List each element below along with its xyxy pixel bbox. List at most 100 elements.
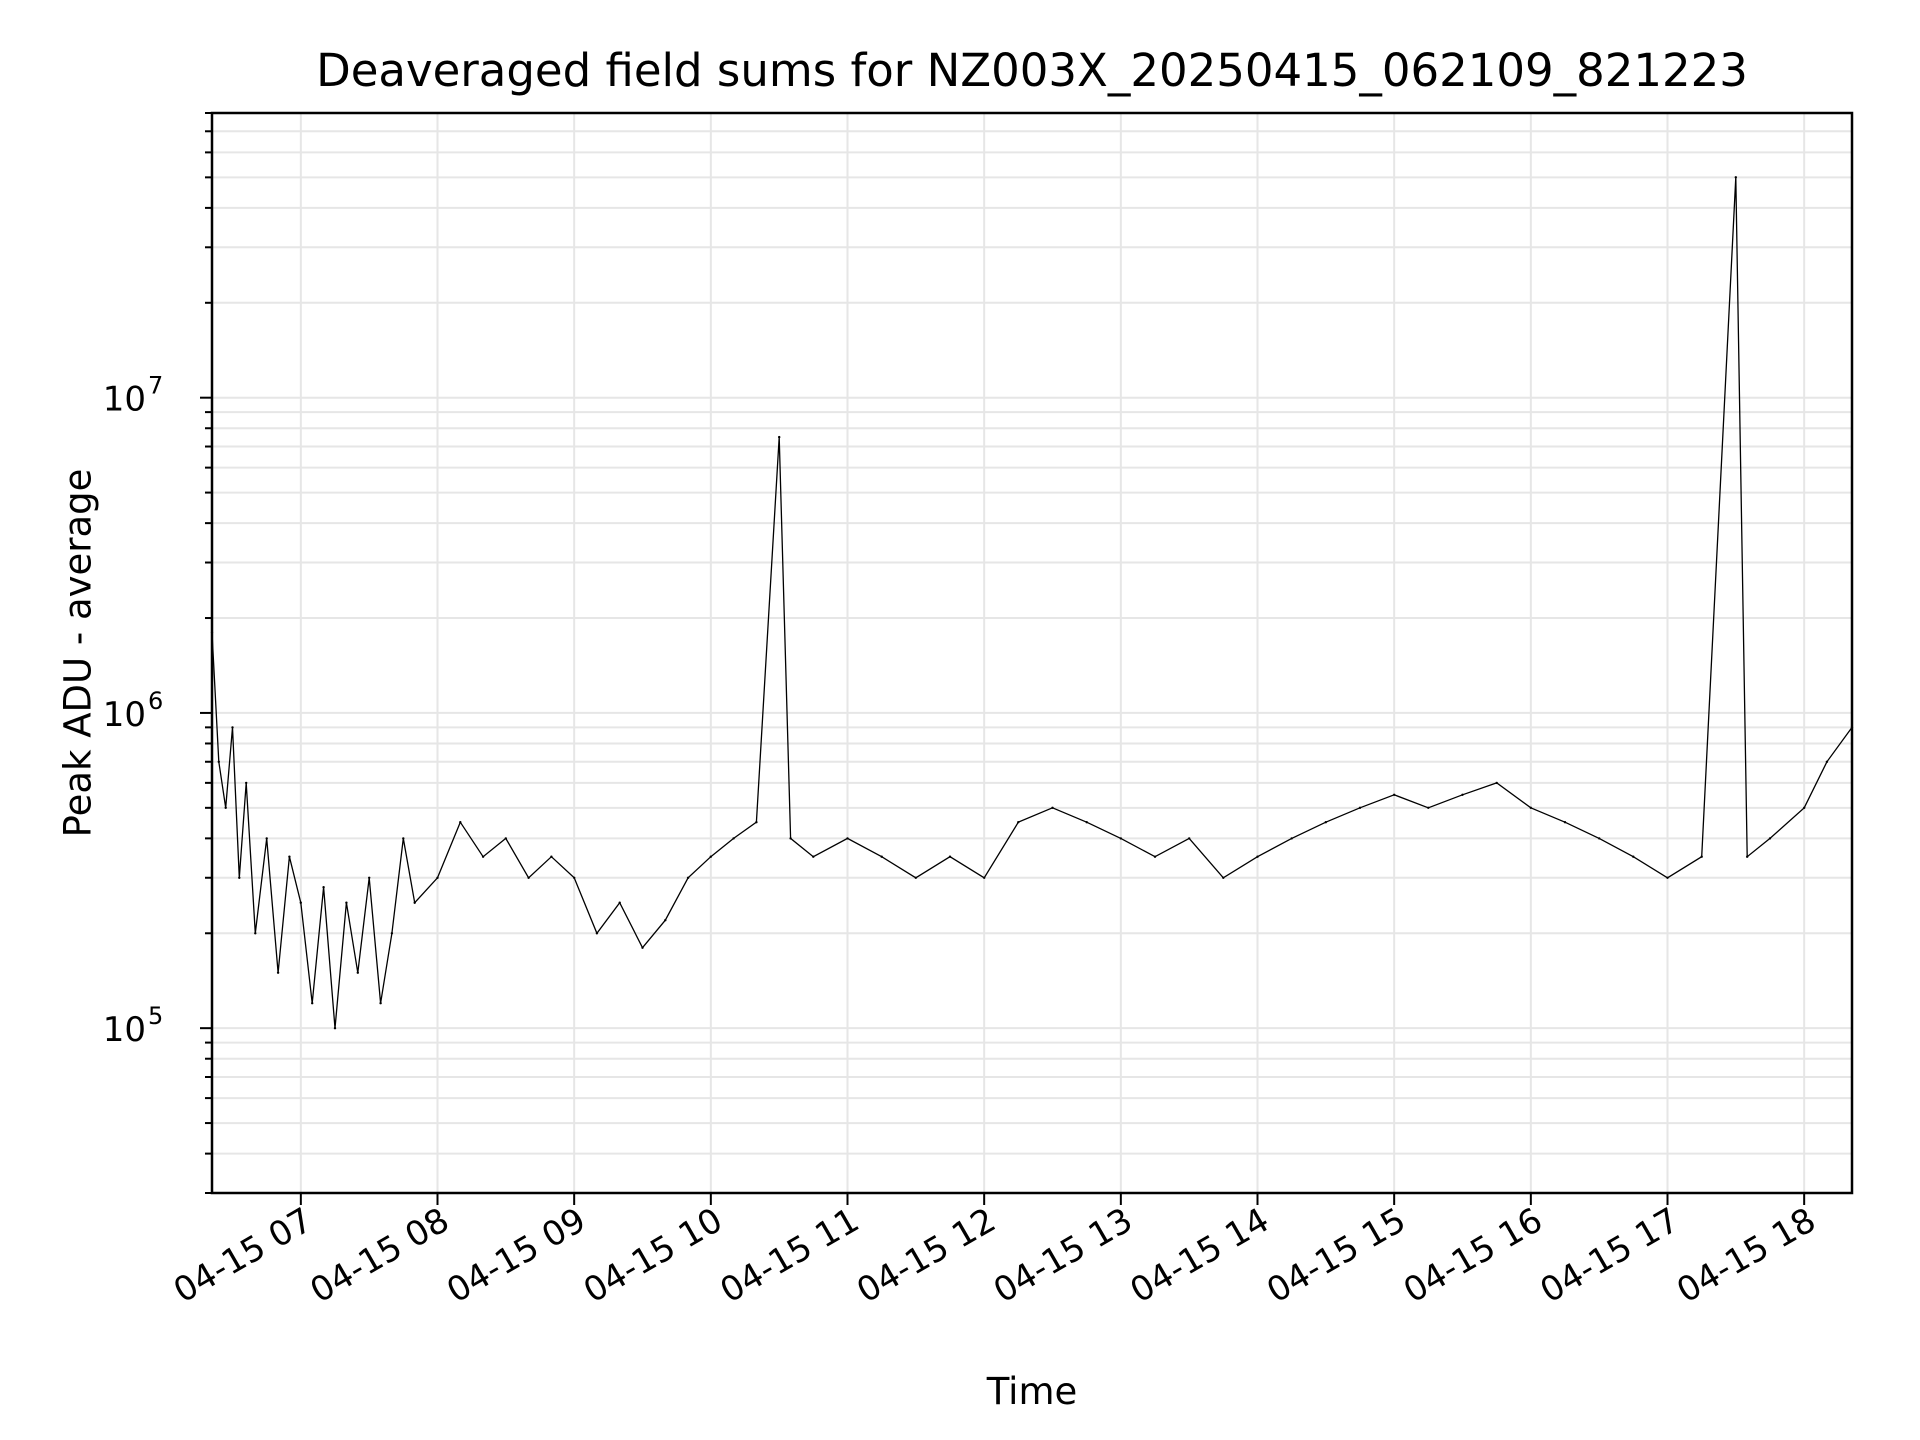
y-tick-exponent: 6 xyxy=(148,687,163,715)
y-tick-base: 10 xyxy=(103,380,146,420)
data-point xyxy=(356,971,359,974)
data-point xyxy=(1598,837,1601,840)
x-tick-label: 04-15 16 xyxy=(1397,1200,1549,1311)
data-point xyxy=(1700,855,1703,858)
data-point xyxy=(709,855,712,858)
data-point xyxy=(1222,876,1225,879)
x-tick-label: 04-15 11 xyxy=(714,1200,866,1311)
x-tick-label: 04-15 14 xyxy=(1124,1200,1276,1311)
data-point xyxy=(1768,837,1772,840)
data-point xyxy=(527,876,530,879)
data-point xyxy=(1461,793,1464,796)
data-point xyxy=(345,901,348,904)
data-point xyxy=(1358,806,1362,809)
x-tick-label: 04-15 13 xyxy=(987,1200,1139,1311)
x-tick-label: 04-15 09 xyxy=(440,1200,592,1311)
data-point xyxy=(664,919,667,922)
y-tick-exponent: 5 xyxy=(148,1002,163,1030)
data-point xyxy=(1825,760,1829,763)
x-tick-label: 04-15 10 xyxy=(577,1200,729,1311)
data-point xyxy=(1017,821,1020,824)
data-point xyxy=(1119,837,1123,840)
grid xyxy=(212,112,1852,1194)
x-axis-label: Time xyxy=(986,1370,1078,1413)
data-point xyxy=(299,901,302,904)
data-point xyxy=(1746,855,1749,858)
data-point xyxy=(390,932,394,935)
x-tick-label: 04-15 18 xyxy=(1670,1200,1822,1311)
data-point xyxy=(322,886,325,889)
plot-frame xyxy=(210,111,1854,1195)
data-point xyxy=(333,1027,337,1030)
data-point xyxy=(1666,876,1669,879)
x-tick-label: 04-15 08 xyxy=(304,1200,456,1311)
data-point xyxy=(1734,176,1738,179)
data-point xyxy=(789,837,792,840)
data-point xyxy=(1290,837,1293,840)
data-point xyxy=(641,946,644,949)
data-point xyxy=(402,837,405,840)
x-tick-label: 04-15 17 xyxy=(1534,1200,1686,1311)
data-point xyxy=(778,435,781,439)
data-point xyxy=(880,855,883,858)
y-tick-base: 10 xyxy=(103,1010,146,1050)
data-point xyxy=(459,821,462,824)
data-point xyxy=(686,876,690,879)
data-point xyxy=(1256,855,1259,858)
data-point xyxy=(1188,837,1191,840)
y-tick-base: 10 xyxy=(103,695,146,735)
y-tick-exponent: 7 xyxy=(148,372,163,400)
data-point xyxy=(914,876,917,879)
data-point xyxy=(238,876,241,879)
data-point xyxy=(224,806,227,809)
data-point xyxy=(265,837,268,840)
data-point xyxy=(217,760,220,763)
data-point xyxy=(948,855,952,858)
series-line xyxy=(211,177,1853,1029)
data-point xyxy=(550,855,553,858)
data-point xyxy=(1632,855,1635,858)
data-point xyxy=(231,726,234,729)
y-axis-label: Peak ADU - average xyxy=(57,469,100,838)
data-point xyxy=(368,876,371,879)
x-tick-label: 04-15 15 xyxy=(1260,1200,1412,1311)
data-point xyxy=(618,901,621,904)
data-point xyxy=(732,837,735,840)
data-point xyxy=(245,781,248,785)
data-point xyxy=(504,837,507,840)
data-point xyxy=(436,876,439,879)
data-point xyxy=(812,855,815,858)
x-tick-label: 04-15 12 xyxy=(850,1200,1002,1311)
data-point xyxy=(1495,781,1498,785)
y-tick-label: 10 5 xyxy=(103,1002,164,1050)
data-point xyxy=(1393,793,1396,796)
data-point xyxy=(1427,806,1430,809)
data-point xyxy=(379,1002,382,1005)
series-layer xyxy=(210,176,1854,1030)
data-point xyxy=(254,932,257,935)
data-point xyxy=(1153,855,1157,858)
data-point xyxy=(983,876,986,879)
data-point xyxy=(595,932,599,935)
data-point xyxy=(276,971,280,974)
data-point xyxy=(481,855,485,858)
data-point xyxy=(311,1002,314,1005)
data-point xyxy=(1324,821,1328,824)
data-point xyxy=(846,837,849,840)
y-tick-label: 10 6 xyxy=(103,687,164,735)
data-point xyxy=(1563,821,1567,824)
data-point xyxy=(413,901,416,904)
data-point xyxy=(1085,821,1088,824)
data-point xyxy=(755,821,758,824)
data-point xyxy=(1803,806,1806,809)
data-point xyxy=(1529,806,1533,809)
y-tick-label: 10 7 xyxy=(103,372,164,420)
data-point xyxy=(288,855,291,858)
chart-title: Deaveraged field sums for NZ003X_2025041… xyxy=(316,44,1748,97)
data-point xyxy=(573,876,576,879)
data-point xyxy=(1051,806,1054,809)
x-tick-label: 04-15 07 xyxy=(167,1200,319,1311)
